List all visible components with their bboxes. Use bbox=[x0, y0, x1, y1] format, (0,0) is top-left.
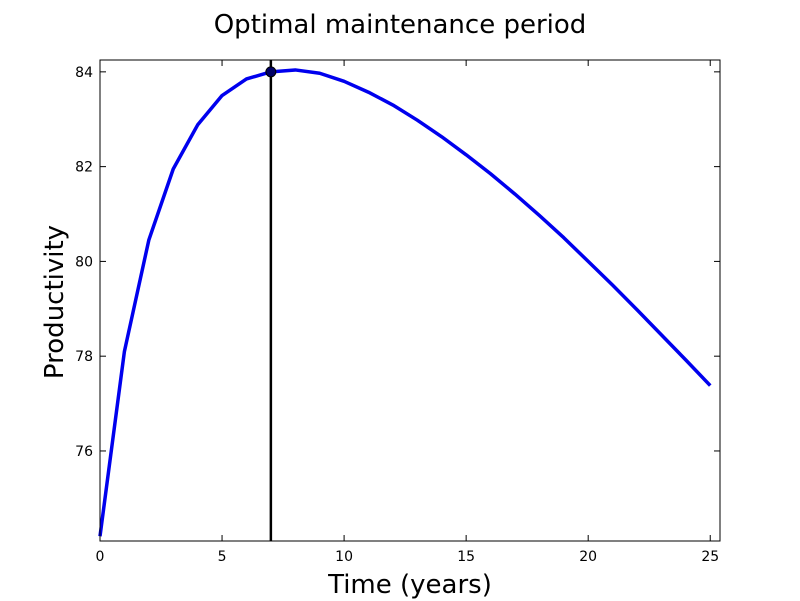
x-tick-label: 5 bbox=[218, 549, 227, 565]
plot-area: 0 5 10 15 20 25 76 78 80 82 84 bbox=[75, 59, 721, 565]
x-tick-label: 0 bbox=[96, 549, 105, 565]
x-tick-label: 25 bbox=[701, 549, 719, 565]
x-tick-label: 10 bbox=[335, 549, 353, 565]
x-axis-label: Time (years) bbox=[327, 570, 492, 600]
y-tick-label: 76 bbox=[75, 444, 93, 460]
y-axis-label: Productivity bbox=[40, 225, 70, 379]
y-tick-label: 82 bbox=[75, 160, 93, 176]
x-tick-label: 20 bbox=[579, 549, 597, 565]
optimal-point-marker bbox=[265, 66, 277, 78]
chart-title: Optimal maintenance period bbox=[214, 10, 587, 40]
y-tick-label: 84 bbox=[75, 65, 93, 81]
plot-frame bbox=[99, 59, 721, 542]
series-line-0 bbox=[98, 68, 712, 537]
x-tick-label: 15 bbox=[457, 549, 475, 565]
y-tick-label: 78 bbox=[75, 349, 93, 365]
y-tick-label: 80 bbox=[75, 254, 93, 270]
